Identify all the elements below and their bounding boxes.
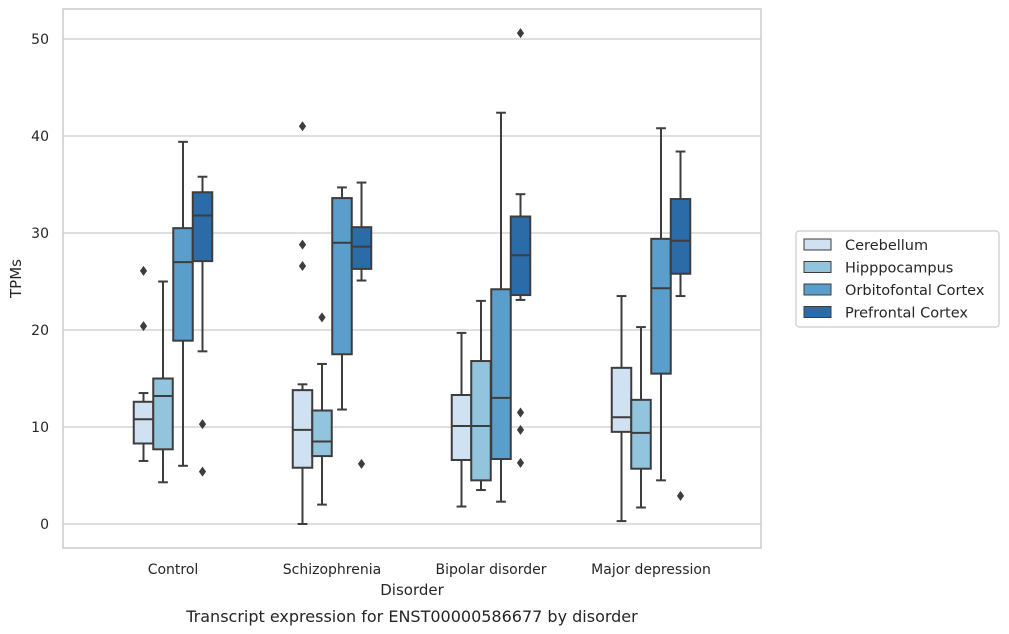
y-tick-label: 20 xyxy=(31,323,49,339)
y-tick-label: 40 xyxy=(31,129,49,145)
box-cerebellum xyxy=(450,331,473,508)
box-hipppocampus xyxy=(630,326,652,509)
outlier-point xyxy=(516,457,525,468)
iqr-box xyxy=(490,288,512,461)
iqr-box xyxy=(630,398,652,470)
outlier-point xyxy=(198,419,207,430)
legend-label: Prefrontal Cortex xyxy=(845,306,968,322)
box-orbitofontal-cortex xyxy=(650,127,672,482)
legend-swatch xyxy=(803,306,832,318)
box-plot-area xyxy=(132,28,692,525)
box-prefrontal-cortex xyxy=(350,181,373,469)
x-tick-label: Major depression xyxy=(591,562,711,578)
legend-label: Cerebellum xyxy=(845,238,928,254)
box-cerebellum xyxy=(132,265,155,462)
iqr-box xyxy=(132,400,155,445)
iqr-box xyxy=(450,393,473,461)
x-axis-label: Disorder xyxy=(380,581,444,599)
outlier-point xyxy=(318,312,326,323)
iqr-box xyxy=(311,409,333,458)
outlier-point xyxy=(298,121,307,132)
x-axis-ticks: Control Schizophrenia Bipolar disorder Majo… xyxy=(148,562,711,578)
y-axis-label: TPMs xyxy=(7,259,25,299)
outlier-point xyxy=(298,239,307,250)
outlier-point xyxy=(139,321,148,332)
box-hipppocampus xyxy=(311,312,333,506)
legend-box xyxy=(795,230,1000,328)
iqr-box xyxy=(152,377,174,451)
iqr-box xyxy=(172,227,194,342)
y-axis-ticks: 0 10 20 30 40 50 xyxy=(31,32,49,533)
chart-caption: Transcript expression for ENST0000058667… xyxy=(185,607,638,626)
box-orbitofontal-cortex xyxy=(331,186,353,411)
iqr-box xyxy=(331,197,353,356)
legend-label: Hipppocampus xyxy=(845,261,953,277)
legend-swatch xyxy=(803,283,832,296)
plot-frame xyxy=(62,8,762,549)
outlier-point xyxy=(516,407,525,418)
outlier-point xyxy=(198,466,207,477)
box-cerebellum xyxy=(291,121,314,525)
outlier-point xyxy=(298,260,307,271)
box-prefrontal-cortex xyxy=(669,150,692,501)
iqr-box xyxy=(470,360,492,482)
y-tick-label: 50 xyxy=(31,32,49,48)
iqr-box xyxy=(650,237,672,375)
x-tick-label: Control xyxy=(148,562,199,578)
outlier-point xyxy=(676,490,685,501)
box-cerebellum xyxy=(610,295,633,523)
box-hipppocampus xyxy=(470,299,492,492)
legend-label: Orbitofontal Cortex xyxy=(845,283,985,299)
box-hipppocampus xyxy=(152,280,174,484)
box-prefrontal-cortex xyxy=(191,175,214,477)
iqr-box xyxy=(610,366,633,433)
x-tick-label: Schizophrenia xyxy=(283,562,381,578)
legend: Cerebellum Hipppocampus Orbitofontal Corte… xyxy=(795,230,1000,328)
box-orbitofontal-cortex xyxy=(490,111,512,503)
legend-swatch xyxy=(803,238,832,251)
outlier-point xyxy=(516,28,525,39)
y-tick-label: 30 xyxy=(31,226,49,242)
box-prefrontal-cortex xyxy=(509,28,532,468)
box-orbitofontal-cortex xyxy=(172,140,194,467)
outlier-point xyxy=(357,458,366,469)
outlier-point xyxy=(139,265,148,276)
x-tick-label: Bipolar disorder xyxy=(435,562,546,578)
y-tick-label: 10 xyxy=(31,420,49,436)
iqr-box xyxy=(350,226,373,270)
iqr-box xyxy=(191,191,214,263)
outlier-point xyxy=(516,424,525,435)
iqr-box xyxy=(669,198,692,275)
y-tick-label: 0 xyxy=(40,517,49,533)
legend-swatch xyxy=(803,261,832,273)
